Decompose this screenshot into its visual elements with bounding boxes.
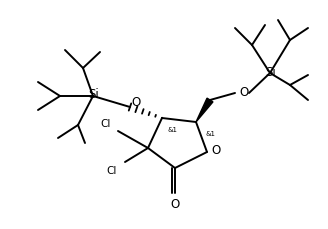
Text: O: O bbox=[239, 87, 249, 99]
Text: O: O bbox=[211, 144, 221, 158]
Text: &1: &1 bbox=[167, 127, 177, 133]
Text: Si: Si bbox=[89, 88, 99, 101]
Text: Cl: Cl bbox=[101, 119, 111, 129]
Polygon shape bbox=[196, 98, 213, 122]
Text: O: O bbox=[170, 197, 180, 210]
Text: Si: Si bbox=[266, 65, 277, 79]
Text: &1: &1 bbox=[206, 131, 216, 137]
Text: Cl: Cl bbox=[107, 166, 117, 176]
Text: O: O bbox=[132, 95, 141, 109]
